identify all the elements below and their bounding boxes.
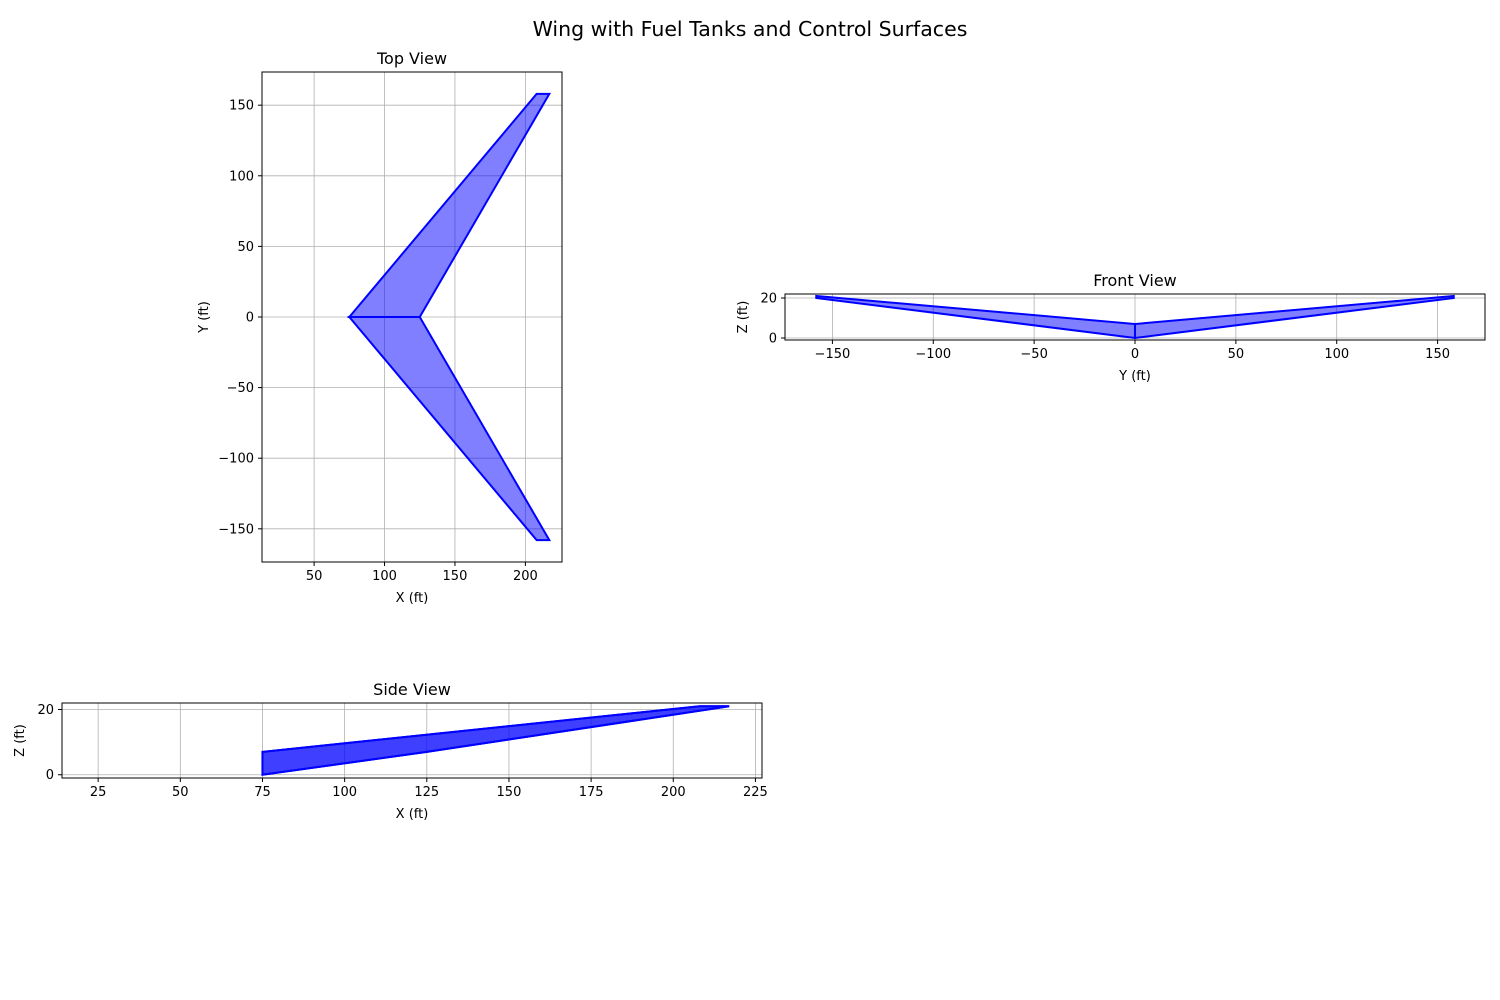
side-view-xtick-label-8: 225 xyxy=(743,785,768,800)
top-view-ytick-label-1: −100 xyxy=(218,452,254,467)
front-view-title: Front View xyxy=(1093,271,1177,290)
front-view-ylabel: Z (ft) xyxy=(736,301,751,334)
top-view-xtick-label-3: 200 xyxy=(513,569,538,584)
front-view-xlabel: Y (ft) xyxy=(1118,369,1151,384)
top-view-panel-0 xyxy=(347,92,552,318)
side-view-xtick-label-7: 200 xyxy=(661,785,686,800)
side-view-xtick-label-4: 125 xyxy=(414,785,439,800)
side-view-data xyxy=(261,705,730,776)
top-view-ylabel: Y (ft) xyxy=(197,301,212,334)
front-view-panel-0 xyxy=(1134,294,1455,340)
side-view-ytick-label-1: 20 xyxy=(37,703,54,718)
front-view-xtick-label-3: 0 xyxy=(1131,347,1139,362)
side-view-ylabel: Z (ft) xyxy=(13,724,28,757)
front-view-xtick-label-2: −50 xyxy=(1020,347,1047,362)
side-view-xlabel: X (ft) xyxy=(396,807,429,822)
front-view-data xyxy=(815,294,1455,340)
top-view-ytick-label-5: 100 xyxy=(229,169,254,184)
top-view-xtick-label-0: 50 xyxy=(306,569,323,584)
top-view-title: Top View xyxy=(376,49,447,68)
front-view-xtick-label-1: −100 xyxy=(915,347,951,362)
side-view-xtick-label-6: 175 xyxy=(579,785,604,800)
side-view-xtick-label-1: 50 xyxy=(172,785,189,800)
side-view-panel-1 xyxy=(261,705,730,776)
side-view-xtick-label-3: 100 xyxy=(332,785,357,800)
front-view-ytick-label-0: 0 xyxy=(769,332,777,347)
top-view-ytick-label-0: −150 xyxy=(218,522,254,537)
top-view-ytick-label-2: −50 xyxy=(227,381,254,396)
side-view-title: Side View xyxy=(373,680,451,699)
side-view-ytick-label-0: 0 xyxy=(46,768,54,783)
top-view-ytick-label-3: 0 xyxy=(246,311,254,326)
side-view-frame xyxy=(61,702,763,779)
front-view-xtick-label-6: 150 xyxy=(1425,347,1450,362)
top-view-ytick-label-4: 50 xyxy=(237,240,254,255)
figure-suptitle: Wing with Fuel Tanks and Control Surface… xyxy=(533,17,968,41)
side-view-xtick-label-5: 150 xyxy=(497,785,522,800)
top-view-xtick-label-1: 100 xyxy=(372,569,397,584)
top-view-xlabel: X (ft) xyxy=(396,591,429,606)
front-view-xtick-label-0: −150 xyxy=(815,347,851,362)
top-view-ytick-label-6: 150 xyxy=(229,99,254,114)
top-view-xtick-label-2: 150 xyxy=(443,569,468,584)
front-view-xtick-label-4: 50 xyxy=(1228,347,1245,362)
front-view-xtick-label-5: 100 xyxy=(1324,347,1349,362)
side-view-axes: 25 50 75 100 125 150 175 200 225 0 20 Side View X (f… xyxy=(13,680,768,822)
top-view-data xyxy=(347,92,552,542)
front-view-panel-1 xyxy=(815,294,1136,340)
front-view-axes: −150 −100 −50 0 50 100 150 0 20 Front View Y (ft) Z… xyxy=(736,271,1486,384)
side-view-xtick-label-0: 25 xyxy=(90,785,107,800)
top-view-axes: 50 100 150 200 −150 −100 −50 0 50 100 150 Top View X… xyxy=(197,49,563,606)
front-view-ytick-label-1: 20 xyxy=(760,292,777,307)
top-view-panel-1 xyxy=(347,316,552,542)
side-view-xtick-label-2: 75 xyxy=(254,785,271,800)
